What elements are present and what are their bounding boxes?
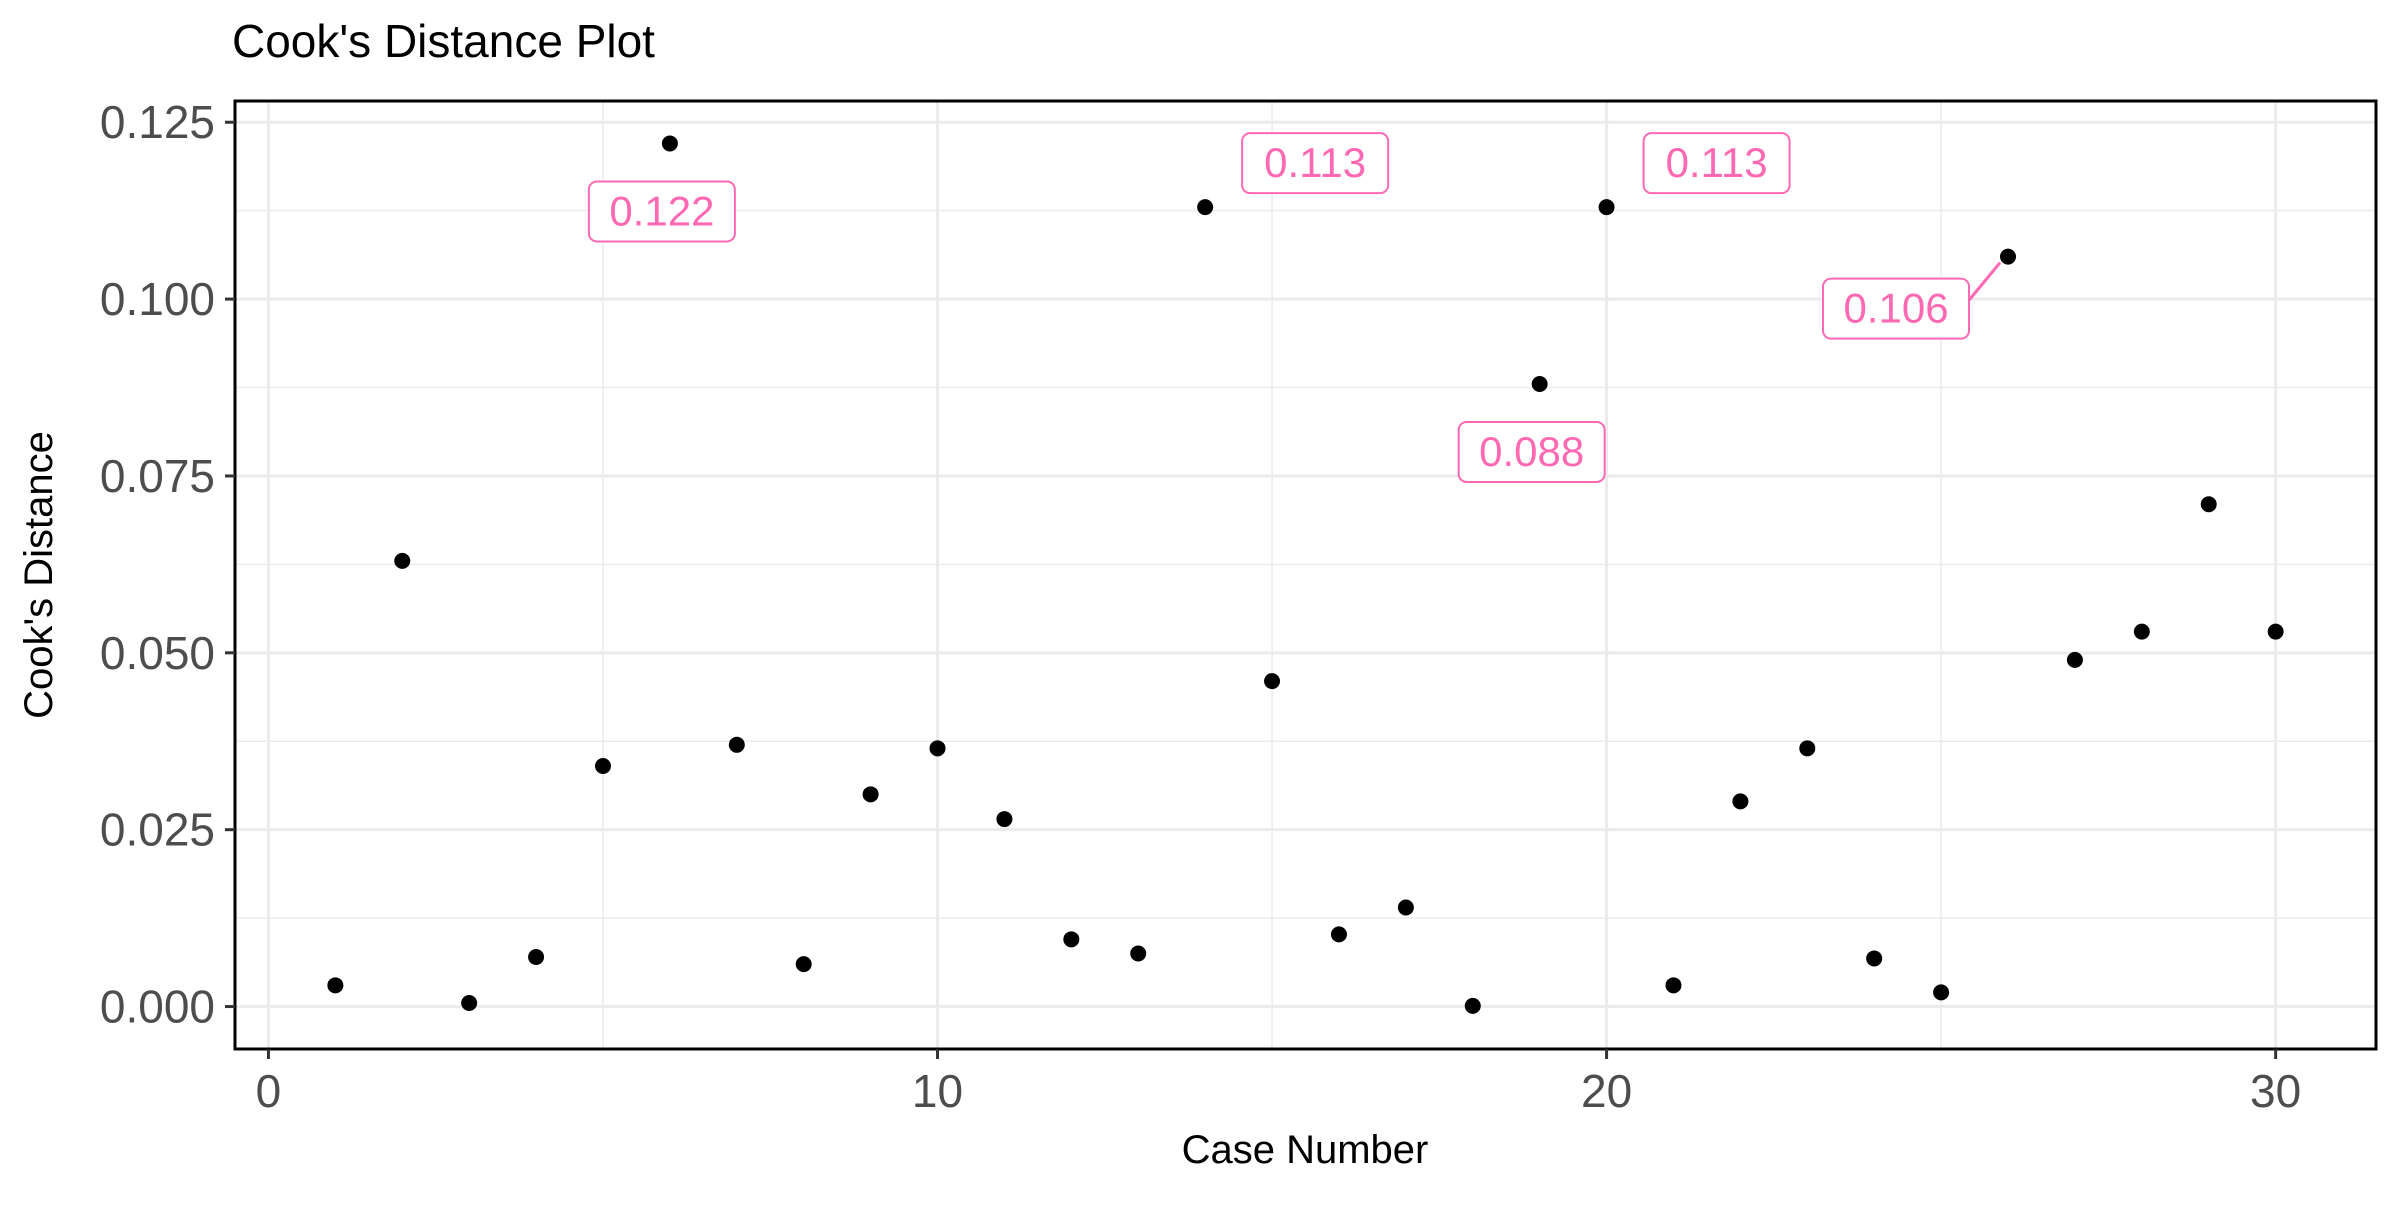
- data-point: [1130, 945, 1147, 962]
- annotation-box: [587, 180, 736, 243]
- x-axis-label: Case Number: [1182, 1128, 1429, 1172]
- annotation-box: [1822, 277, 1971, 340]
- data-point: [1397, 899, 1414, 916]
- y-tick-label: 0.075: [100, 450, 215, 502]
- data-point: [1598, 199, 1615, 216]
- plot-panel-border: [233, 99, 2378, 1051]
- annotation-label: 0.106: [1822, 261, 2002, 340]
- x-tick-label: 20: [1581, 1065, 1632, 1117]
- annotation-text: 0.113: [1264, 139, 1366, 186]
- data-points: [327, 135, 2284, 1014]
- annotation-text: 0.122: [609, 187, 714, 234]
- data-point: [1063, 931, 1080, 948]
- data-point: [1197, 199, 1214, 216]
- chart-title: Cook's Distance Plot: [232, 15, 655, 67]
- x-tick-label: 30: [2250, 1065, 2301, 1117]
- x-tick-label: 0: [256, 1065, 282, 1117]
- annotation-label: 0.113: [1642, 132, 1791, 195]
- data-point: [528, 949, 545, 966]
- data-point: [2133, 623, 2150, 640]
- data-point: [594, 758, 611, 775]
- annotation-text: 0.088: [1479, 428, 1584, 475]
- y-tick-label: 0.125: [100, 96, 215, 148]
- data-point: [1933, 984, 1950, 1001]
- data-point: [394, 552, 411, 569]
- annotation-text: 0.106: [1843, 285, 1948, 332]
- annotation-labels: 0.122 0.113 0.088 0.113 0.106: [587, 132, 2002, 483]
- annotation-label: 0.113: [1241, 132, 1390, 195]
- data-point: [795, 956, 812, 973]
- annotation-box: [1457, 420, 1606, 483]
- data-point: [1866, 950, 1883, 967]
- y-tick-label: 0.000: [100, 981, 215, 1033]
- y-axis-label: Cook's Distance: [17, 431, 61, 719]
- grid-lines: [235, 101, 2376, 1049]
- y-tick-label: 0.050: [100, 627, 215, 679]
- annotation-text: 0.113: [1666, 139, 1768, 186]
- data-point: [728, 736, 745, 753]
- data-point: [2200, 496, 2217, 513]
- data-point: [2000, 248, 2017, 265]
- data-point: [1531, 375, 1548, 392]
- y-tick-label: 0.025: [100, 804, 215, 856]
- x-tick-label: 10: [912, 1065, 963, 1117]
- data-point: [1264, 673, 1281, 690]
- annotation-box: [1642, 132, 1791, 195]
- data-point: [661, 135, 678, 152]
- data-point: [1464, 997, 1481, 1014]
- data-point: [1665, 977, 1682, 994]
- data-point: [461, 995, 478, 1012]
- data-point: [929, 740, 946, 757]
- annotation-label: 0.088: [1457, 420, 1606, 483]
- annotation-label: 0.122: [587, 180, 736, 243]
- y-tick-label: 0.100: [100, 273, 215, 325]
- data-point: [996, 811, 1013, 828]
- data-point: [862, 786, 879, 803]
- annotation-leader-line: [1965, 261, 2002, 304]
- data-point: [2066, 651, 2083, 668]
- data-point: [1330, 926, 1347, 943]
- y-axis-ticks: 0.000 0.025 0.050 0.075 0.100 0.125: [100, 96, 235, 1033]
- data-point: [1799, 740, 1816, 757]
- annotation-box: [1241, 132, 1390, 195]
- data-point: [327, 977, 344, 994]
- x-axis-ticks: 0 10 20 30: [256, 1049, 2301, 1117]
- data-point: [2267, 623, 2284, 640]
- data-point: [1732, 793, 1749, 810]
